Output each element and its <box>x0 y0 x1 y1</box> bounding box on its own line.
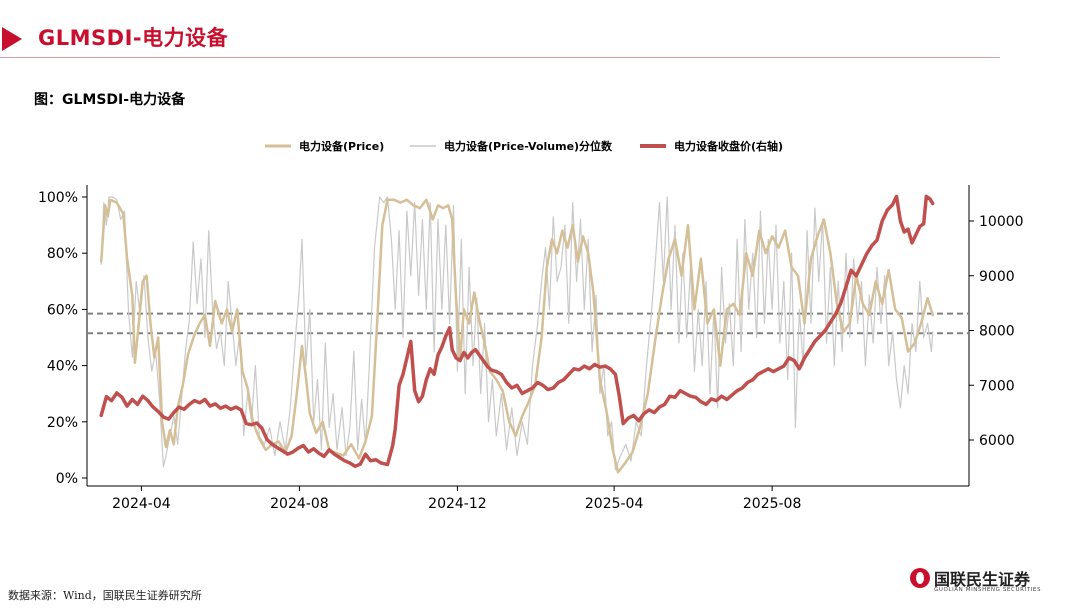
right-tick-label: 9000 <box>979 269 1015 285</box>
header-divider <box>0 57 1000 58</box>
legend-label: 电力设备收盘价(右轴) <box>674 139 783 153</box>
legend-label: 电力设备(Price-Volume)分位数 <box>444 139 613 153</box>
right-tick-label: 6000 <box>979 433 1015 449</box>
left-tick-label: 60% <box>47 302 78 318</box>
left-tick-label: 20% <box>47 415 78 431</box>
x-tick-label: 2024-08 <box>270 496 329 512</box>
price-series-line <box>99 198 934 474</box>
x-tick-label: 2024-04 <box>112 496 171 512</box>
legend-item: 电力设备(Price) <box>265 139 384 153</box>
left-tick-label: 80% <box>47 246 78 262</box>
x-tick-label: 2024-12 <box>428 496 487 512</box>
left-tick-label: 40% <box>47 359 78 375</box>
x-tick-label: 2025-04 <box>585 496 644 512</box>
logo-name-cn: 国联民生证券 <box>934 570 1031 589</box>
chart-legend: 电力设备(Price) 电力设备(Price-Volume)分位数 电力设备收盘价(… <box>265 139 783 153</box>
right-tick-label: 10000 <box>979 214 1024 230</box>
left-tick-label: 100% <box>38 190 78 206</box>
source-note: 数据来源：Wind，国联民生证券研究所 <box>8 589 202 602</box>
figure-title: 图：GLMSDI-电力设备 <box>34 92 186 108</box>
right-tick-label: 8000 <box>979 324 1015 340</box>
logo-name-en: GUOLIAN MINSHENG SECURITIES <box>934 587 1042 593</box>
header-marker-icon <box>2 27 22 51</box>
price-volume-series-line <box>100 196 934 471</box>
logo-mark-icon <box>910 568 930 588</box>
legend-item: 电力设备收盘价(右轴) <box>640 139 783 153</box>
brand-logo: 国联民生证券 GUOLIAN MINSHENG SECURITIES <box>910 566 1050 596</box>
page-title: GLMSDI-电力设备 <box>38 26 229 50</box>
plot-area <box>99 194 935 474</box>
right-tick-label: 7000 <box>979 378 1015 394</box>
legend-label: 电力设备(Price) <box>299 139 384 153</box>
chart-axes: 0% 20% 40% 60% 80% 100% 6000 7000 8000 9000 10000 2… <box>38 185 1024 512</box>
legend-item: 电力设备(Price-Volume)分位数 <box>410 139 613 153</box>
left-tick-label: 0% <box>56 471 78 487</box>
close-series-line <box>99 194 935 469</box>
x-tick-label: 2025-08 <box>743 496 802 512</box>
